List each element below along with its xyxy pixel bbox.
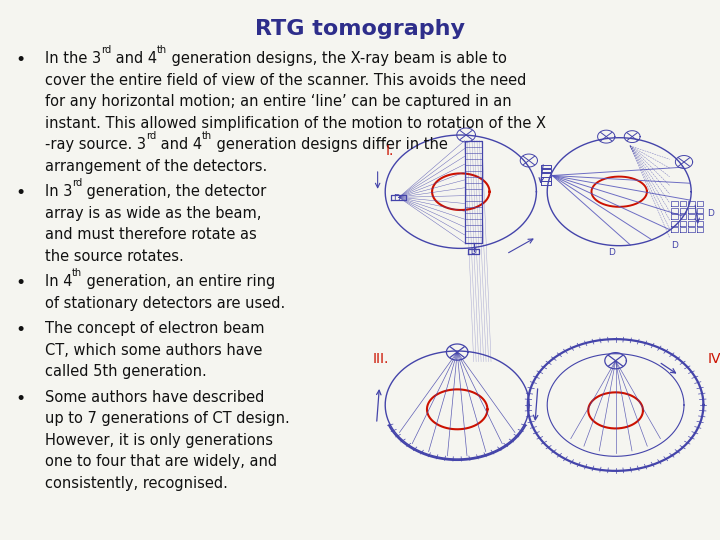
Text: th: th: [157, 45, 167, 55]
Text: and 4: and 4: [156, 137, 202, 152]
Text: generation designs differ in the: generation designs differ in the: [212, 137, 448, 152]
Text: In the 3: In the 3: [45, 51, 101, 66]
Text: th: th: [72, 268, 82, 278]
Text: cover the entire field of view of the scanner. This avoids the need: cover the entire field of view of the sc…: [45, 73, 526, 88]
Text: up to 7 generations of CT design.: up to 7 generations of CT design.: [45, 411, 289, 426]
Text: arrangement of the detectors.: arrangement of the detectors.: [45, 159, 267, 174]
Text: rd: rd: [145, 131, 156, 141]
Text: D: D: [671, 241, 678, 251]
Text: •: •: [16, 184, 26, 202]
Text: generation, the detector: generation, the detector: [82, 184, 266, 199]
Text: for any horizontal motion; an entire ‘line’ can be captured in an: for any horizontal motion; an entire ‘li…: [45, 94, 511, 110]
Text: instant. This allowed simplification of the motion to rotation of the X: instant. This allowed simplification of …: [45, 116, 546, 131]
Text: •: •: [16, 321, 26, 339]
Text: However, it is only generations: However, it is only generations: [45, 433, 273, 448]
Text: I.: I.: [385, 144, 394, 158]
Text: •: •: [16, 390, 26, 408]
Text: generation designs, the X-ray beam is able to: generation designs, the X-ray beam is ab…: [167, 51, 507, 66]
Text: array is as wide as the beam,: array is as wide as the beam,: [45, 206, 261, 221]
Text: D: D: [608, 248, 616, 258]
Text: III.: III.: [372, 352, 389, 366]
Text: -ray source. 3: -ray source. 3: [45, 137, 145, 152]
Text: CT, which some authors have: CT, which some authors have: [45, 343, 262, 358]
Text: generation, an entire ring: generation, an entire ring: [82, 274, 276, 289]
Text: D: D: [471, 247, 477, 256]
Text: IV.: IV.: [708, 352, 720, 366]
Text: and 4: and 4: [111, 51, 157, 66]
Text: rd: rd: [72, 178, 82, 188]
Text: D: D: [707, 209, 714, 218]
Text: RTG tomography: RTG tomography: [255, 19, 465, 39]
Text: rd: rd: [101, 45, 111, 55]
Text: and must therefore rotate as: and must therefore rotate as: [45, 227, 256, 242]
Text: called 5th generation.: called 5th generation.: [45, 364, 207, 379]
Text: In 4: In 4: [45, 274, 72, 289]
Text: consistently, recognised.: consistently, recognised.: [45, 476, 228, 491]
Text: D: D: [393, 194, 400, 204]
Text: the source rotates.: the source rotates.: [45, 249, 184, 264]
Text: The concept of electron beam: The concept of electron beam: [45, 321, 264, 336]
Text: of stationary detectors are used.: of stationary detectors are used.: [45, 296, 285, 311]
Text: one to four that are widely, and: one to four that are widely, and: [45, 454, 276, 469]
Text: th: th: [202, 131, 212, 141]
Text: •: •: [16, 51, 26, 69]
Text: In 3: In 3: [45, 184, 72, 199]
Text: Some authors have described: Some authors have described: [45, 390, 264, 404]
Text: •: •: [16, 274, 26, 292]
